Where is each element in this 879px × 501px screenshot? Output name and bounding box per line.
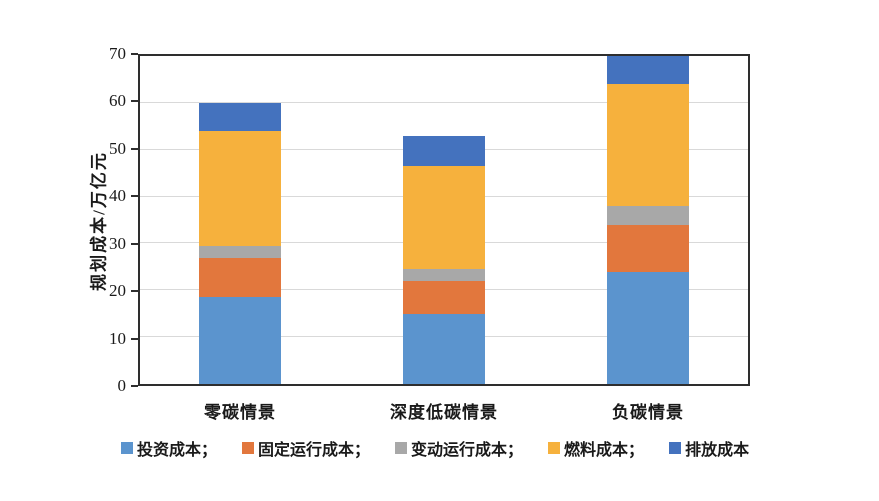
y-tick-mark bbox=[131, 53, 138, 55]
legend-swatch-icon bbox=[669, 442, 682, 454]
y-tick-label: 60 bbox=[109, 91, 126, 111]
y-tick-label: 40 bbox=[109, 186, 126, 206]
legend-label: 投资成本； bbox=[137, 442, 218, 459]
y-tick-mark bbox=[131, 147, 138, 150]
bar-segment bbox=[403, 135, 485, 167]
legend-item: 排放成本 bbox=[669, 436, 749, 460]
legend-swatch-icon bbox=[242, 442, 255, 454]
y-tick-label: 70 bbox=[109, 44, 126, 63]
y-tick-label: 20 bbox=[109, 281, 126, 301]
legend-label: 变动运行成本； bbox=[411, 442, 524, 459]
legend-swatch-icon bbox=[548, 442, 561, 454]
y-tick-label: 10 bbox=[109, 328, 126, 348]
bar-segment bbox=[607, 224, 689, 272]
y-tick-mark bbox=[131, 242, 138, 245]
bar-segment bbox=[607, 84, 689, 206]
bar-segment bbox=[607, 271, 689, 384]
y-tick-label: 30 bbox=[109, 233, 126, 253]
y-axis-title: 规划成本/万亿元 bbox=[89, 151, 109, 291]
y-tick-mark bbox=[131, 195, 138, 198]
y-tick-mark bbox=[131, 100, 138, 103]
y-tick-mark bbox=[131, 385, 138, 387]
legend-item: 变动运行成本； bbox=[395, 436, 523, 460]
legend-item: 燃料成本； bbox=[548, 436, 644, 460]
legend-label: 固定运行成本； bbox=[258, 442, 371, 459]
legend-label: 排放成本 bbox=[685, 442, 750, 459]
y-tick-label: 0 bbox=[117, 376, 127, 395]
x-category-label: 深度低碳情景 bbox=[390, 403, 498, 422]
bar-segment bbox=[403, 313, 485, 384]
legend-label: 燃料成本； bbox=[564, 442, 645, 459]
bar-segment bbox=[199, 245, 281, 258]
x-category-label: 零碳情景 bbox=[204, 403, 276, 422]
y-tick-mark bbox=[131, 290, 138, 293]
bar-segment bbox=[199, 130, 281, 246]
bar-segment bbox=[403, 280, 485, 314]
legend-swatch-icon bbox=[395, 442, 408, 454]
legend-swatch-icon bbox=[121, 442, 133, 454]
y-tick-mark bbox=[131, 337, 138, 340]
gridline-60 bbox=[140, 101, 748, 103]
bar-segment bbox=[199, 257, 281, 298]
bar-segment bbox=[607, 56, 689, 85]
legend: 投资成本； 固定运行成本； 变动运行成本； 燃料成本； 排放成本 bbox=[121, 436, 749, 460]
legend-item: 投资成本； bbox=[121, 436, 217, 460]
plot-area bbox=[138, 54, 750, 386]
bar-segment bbox=[403, 269, 485, 281]
legend-item: 固定运行成本； bbox=[242, 436, 370, 460]
x-category-label: 负碳情景 bbox=[612, 403, 684, 422]
y-tick-label: 50 bbox=[109, 138, 126, 158]
bar-segment bbox=[403, 166, 485, 270]
bar-segment bbox=[199, 102, 281, 131]
bar-segment bbox=[199, 297, 281, 384]
bar-segment bbox=[607, 205, 689, 225]
